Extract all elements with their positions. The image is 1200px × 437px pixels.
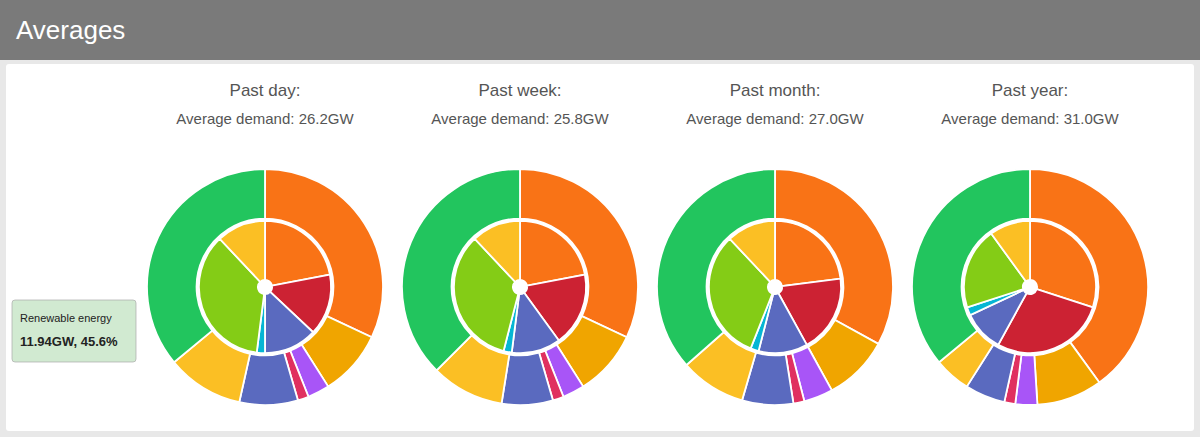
chart: Past month: Average demand: 27.0GW [657,81,893,405]
chart-root: Averages Past day: Average demand: 26.2GW R… [0,0,1200,437]
tooltip-box [12,300,136,362]
title-bar [0,0,1200,60]
ring [199,221,331,353]
ring [912,169,1148,405]
pie [147,169,383,405]
chart: Past day: Average demand: 26.2GW Renewable… [12,81,383,405]
chart-subtitle: Average demand: 27.0GW [686,110,864,127]
outer-slice [402,169,520,370]
pie [402,169,638,405]
chart-title: Past day: [230,81,301,100]
ring [402,169,638,405]
ring [709,221,841,353]
ring [147,169,383,405]
chart: Past year: Average demand: 31.0GW [912,81,1148,405]
title: Averages [16,15,125,45]
panel [6,64,1194,431]
outer-slice [147,169,265,362]
chart-subtitle: Average demand: 26.2GW [176,110,354,127]
chart-title: Past month: [730,81,821,100]
inner-slice [265,292,313,353]
inner-slice [730,221,775,282]
ring [964,221,1096,353]
chart-title: Past week: [478,81,561,100]
background [0,0,1200,437]
pie [657,169,893,405]
ring [657,169,893,405]
pie [912,169,1148,405]
outer-slice [657,169,775,365]
inner-slice [991,221,1030,281]
inner-slice [775,221,841,286]
chart-title: Past year: [992,81,1069,100]
annotation: Renewable energy [20,312,112,324]
chart-subtitle: Average demand: 25.8GW [431,110,609,127]
ring [454,221,586,353]
inner-slice [475,221,520,282]
inner-slice [220,221,265,282]
annotation: 11.94GW, 45.6% [20,334,118,349]
chart: Past week: Average demand: 25.8GW [402,81,638,405]
chart-subtitle: Average demand: 31.0GW [941,110,1119,127]
tooltip: Renewable energy 11.94GW, 45.6% [12,300,136,362]
